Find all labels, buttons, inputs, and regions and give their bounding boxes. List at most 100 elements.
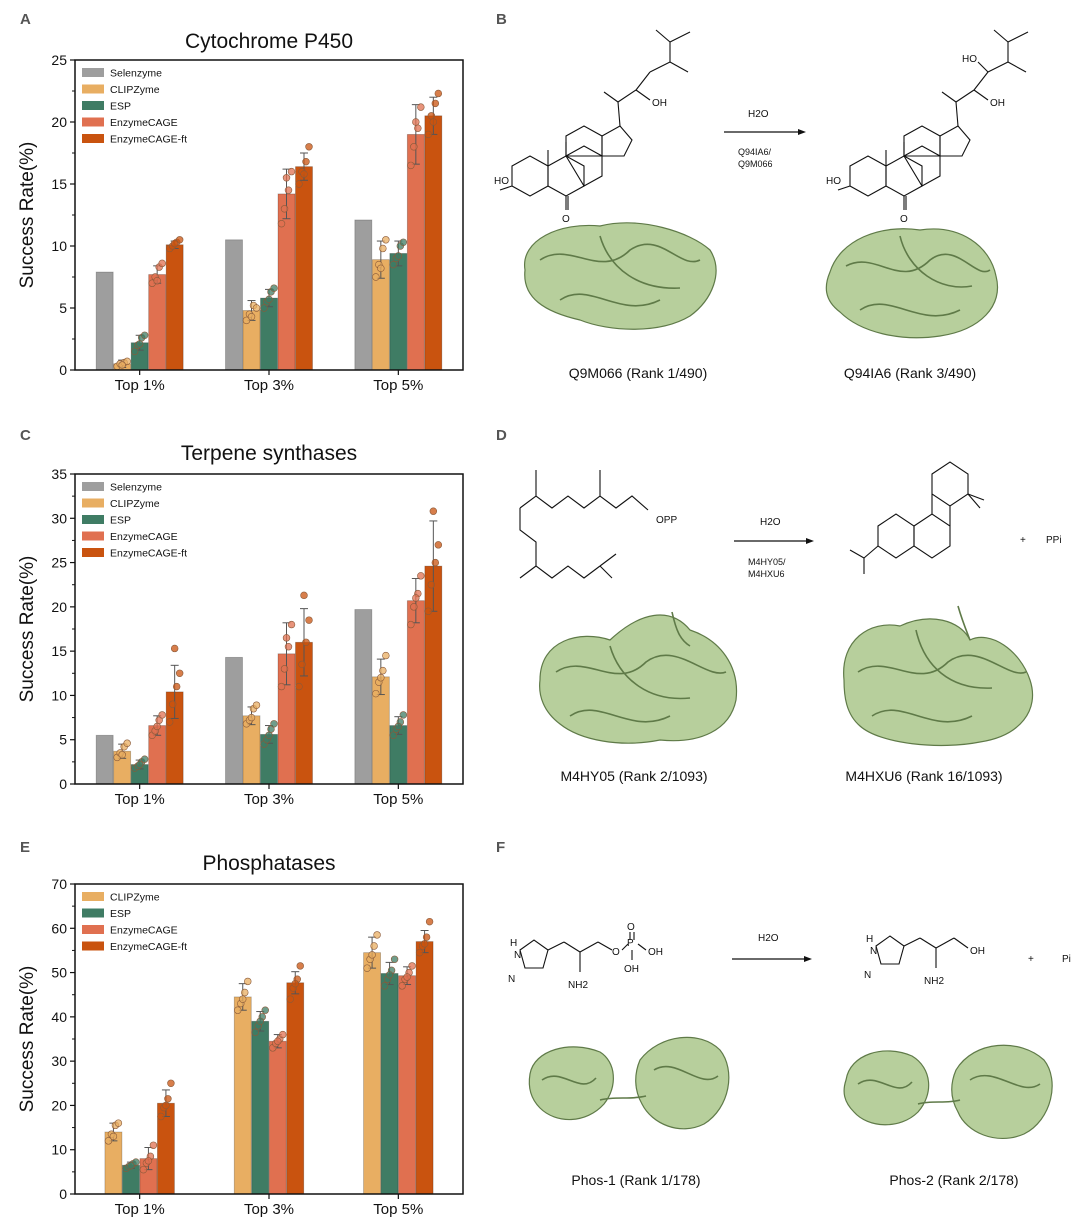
data-point (140, 755, 149, 763)
panel-b-reaction: HO OH O H2O Q94IA6/ Q9M066 (494, 29, 1029, 381)
legend-swatch-enzymecage (82, 531, 104, 541)
data-point (135, 760, 144, 769)
chart-phosphatases: Phosphatases Success Rate(%) 0 10 20 30 40 50 60… (17, 852, 464, 1218)
data-point (379, 666, 387, 675)
data-point (379, 244, 387, 253)
panel-d-enzyme-1: M4HY05/ (748, 557, 786, 567)
y-tick-label: 40 (51, 1009, 67, 1025)
data-point (389, 260, 398, 269)
panel-b-product-ho-2: HO (962, 54, 977, 65)
panel-letter-c: C (20, 427, 31, 444)
bar-enzymecage-ft (415, 941, 434, 1195)
x-tick-label: Top 1% (115, 791, 165, 808)
y-tick-label: 50 (51, 965, 67, 981)
data-point (265, 731, 273, 739)
data-point (434, 89, 443, 98)
panel-d-product-structure (849, 461, 985, 574)
data-point (270, 284, 278, 292)
data-point (382, 236, 390, 244)
plot-frame (74, 59, 464, 371)
data-point (284, 186, 293, 194)
data-point (407, 620, 415, 629)
bar-enzymecage (268, 1040, 287, 1195)
data-point (373, 931, 381, 939)
bar-clipzyme (233, 996, 252, 1195)
legend-swatch-selenzyme (82, 482, 104, 491)
data-point (431, 558, 440, 567)
y-tick-label: 35 (51, 466, 67, 482)
data-point (286, 995, 294, 1003)
data-point (158, 711, 166, 719)
data-point (270, 720, 278, 728)
legend-label-clipzyme: CLIPZyme (110, 498, 160, 510)
data-point (425, 917, 434, 926)
panel-f-substrate-oh-2: OH (624, 964, 639, 975)
y-tick-label: 30 (51, 1053, 67, 1069)
panel-f-caption-1: Phos-1 (Rank 1/178) (571, 1172, 700, 1188)
panel-b-enzyme-2: Q9M066 (738, 159, 773, 169)
panel-d-protein-1-image (539, 611, 738, 744)
legend-label-selenzyme: Selenzyme (110, 68, 162, 80)
legend-label-selenzyme: Selenzyme (110, 482, 162, 494)
panel-f-substrate-o: O (612, 947, 620, 958)
y-tick-label: 20 (51, 114, 67, 130)
data-point (168, 700, 177, 708)
legend-label-esp: ESP (110, 908, 131, 920)
y-tick-label: 0 (59, 362, 67, 378)
data-point (172, 682, 181, 691)
data-point (420, 940, 429, 948)
data-point (139, 1165, 148, 1174)
data-point (244, 977, 252, 986)
data-point (239, 995, 247, 1003)
legend-swatch-enzymecage (82, 925, 104, 934)
legend-label-enzymecage-ft: EnzymeCAGE-ft (110, 548, 187, 560)
data-point (265, 295, 273, 304)
y-axis-label: Success Rate(%) (17, 142, 38, 289)
data-point (175, 669, 184, 677)
data-point (130, 347, 139, 356)
data-point (256, 1017, 264, 1025)
panel-d-caption-1: M4HY05 (Rank 2/1093) (560, 768, 707, 784)
data-point (295, 180, 303, 188)
y-tick-label: 5 (59, 732, 67, 748)
data-point (274, 1037, 282, 1045)
panel-f-product-n1: N (870, 946, 877, 957)
panel-f-protein-1-image (528, 1036, 730, 1130)
bar-esp (251, 1020, 270, 1195)
panel-f-product-structure (875, 935, 969, 968)
data-point (300, 591, 308, 600)
bar-selenzyme (225, 239, 243, 371)
panel-b-substrate-structure: HO OH O (494, 29, 691, 225)
legend-label-enzymecage: EnzymeCAGE (110, 925, 178, 937)
data-point (429, 507, 438, 515)
y-tick-label: 10 (51, 238, 67, 254)
panel-b-arrow-head (798, 129, 806, 135)
x-tick-label: Top 5% (373, 791, 423, 808)
x-tick-label: Top 5% (373, 377, 423, 394)
data-point (260, 304, 268, 312)
data-point (247, 713, 256, 722)
chart-terpene-synthases: Terpene synthases Success Rate(%) 0 5 10 15 20… (17, 442, 464, 808)
plot-frame (74, 473, 464, 785)
data-point (295, 682, 303, 691)
bar-esp (380, 973, 399, 1195)
data-point (394, 252, 403, 260)
data-point (164, 1095, 172, 1103)
panel-b-substrate-oh: OH (652, 98, 667, 109)
data-point (434, 541, 443, 549)
panel-d-opp: OPP (656, 515, 677, 526)
y-tick-label: 30 (51, 510, 67, 526)
bar-clipzyme (363, 952, 381, 1195)
data-point (287, 167, 296, 176)
bar-enzymecage-ft (165, 244, 184, 371)
legend-swatch-enzymecage-ft (82, 134, 104, 143)
data-point (410, 143, 418, 151)
data-point (153, 277, 161, 285)
y-tick-label: 70 (51, 876, 67, 892)
data-point (422, 933, 431, 941)
data-point (140, 331, 149, 339)
data-point (370, 942, 378, 950)
legend-swatch-enzymecage-ft (82, 548, 104, 557)
panel-f-substrate-nh2: NH2 (568, 980, 588, 991)
